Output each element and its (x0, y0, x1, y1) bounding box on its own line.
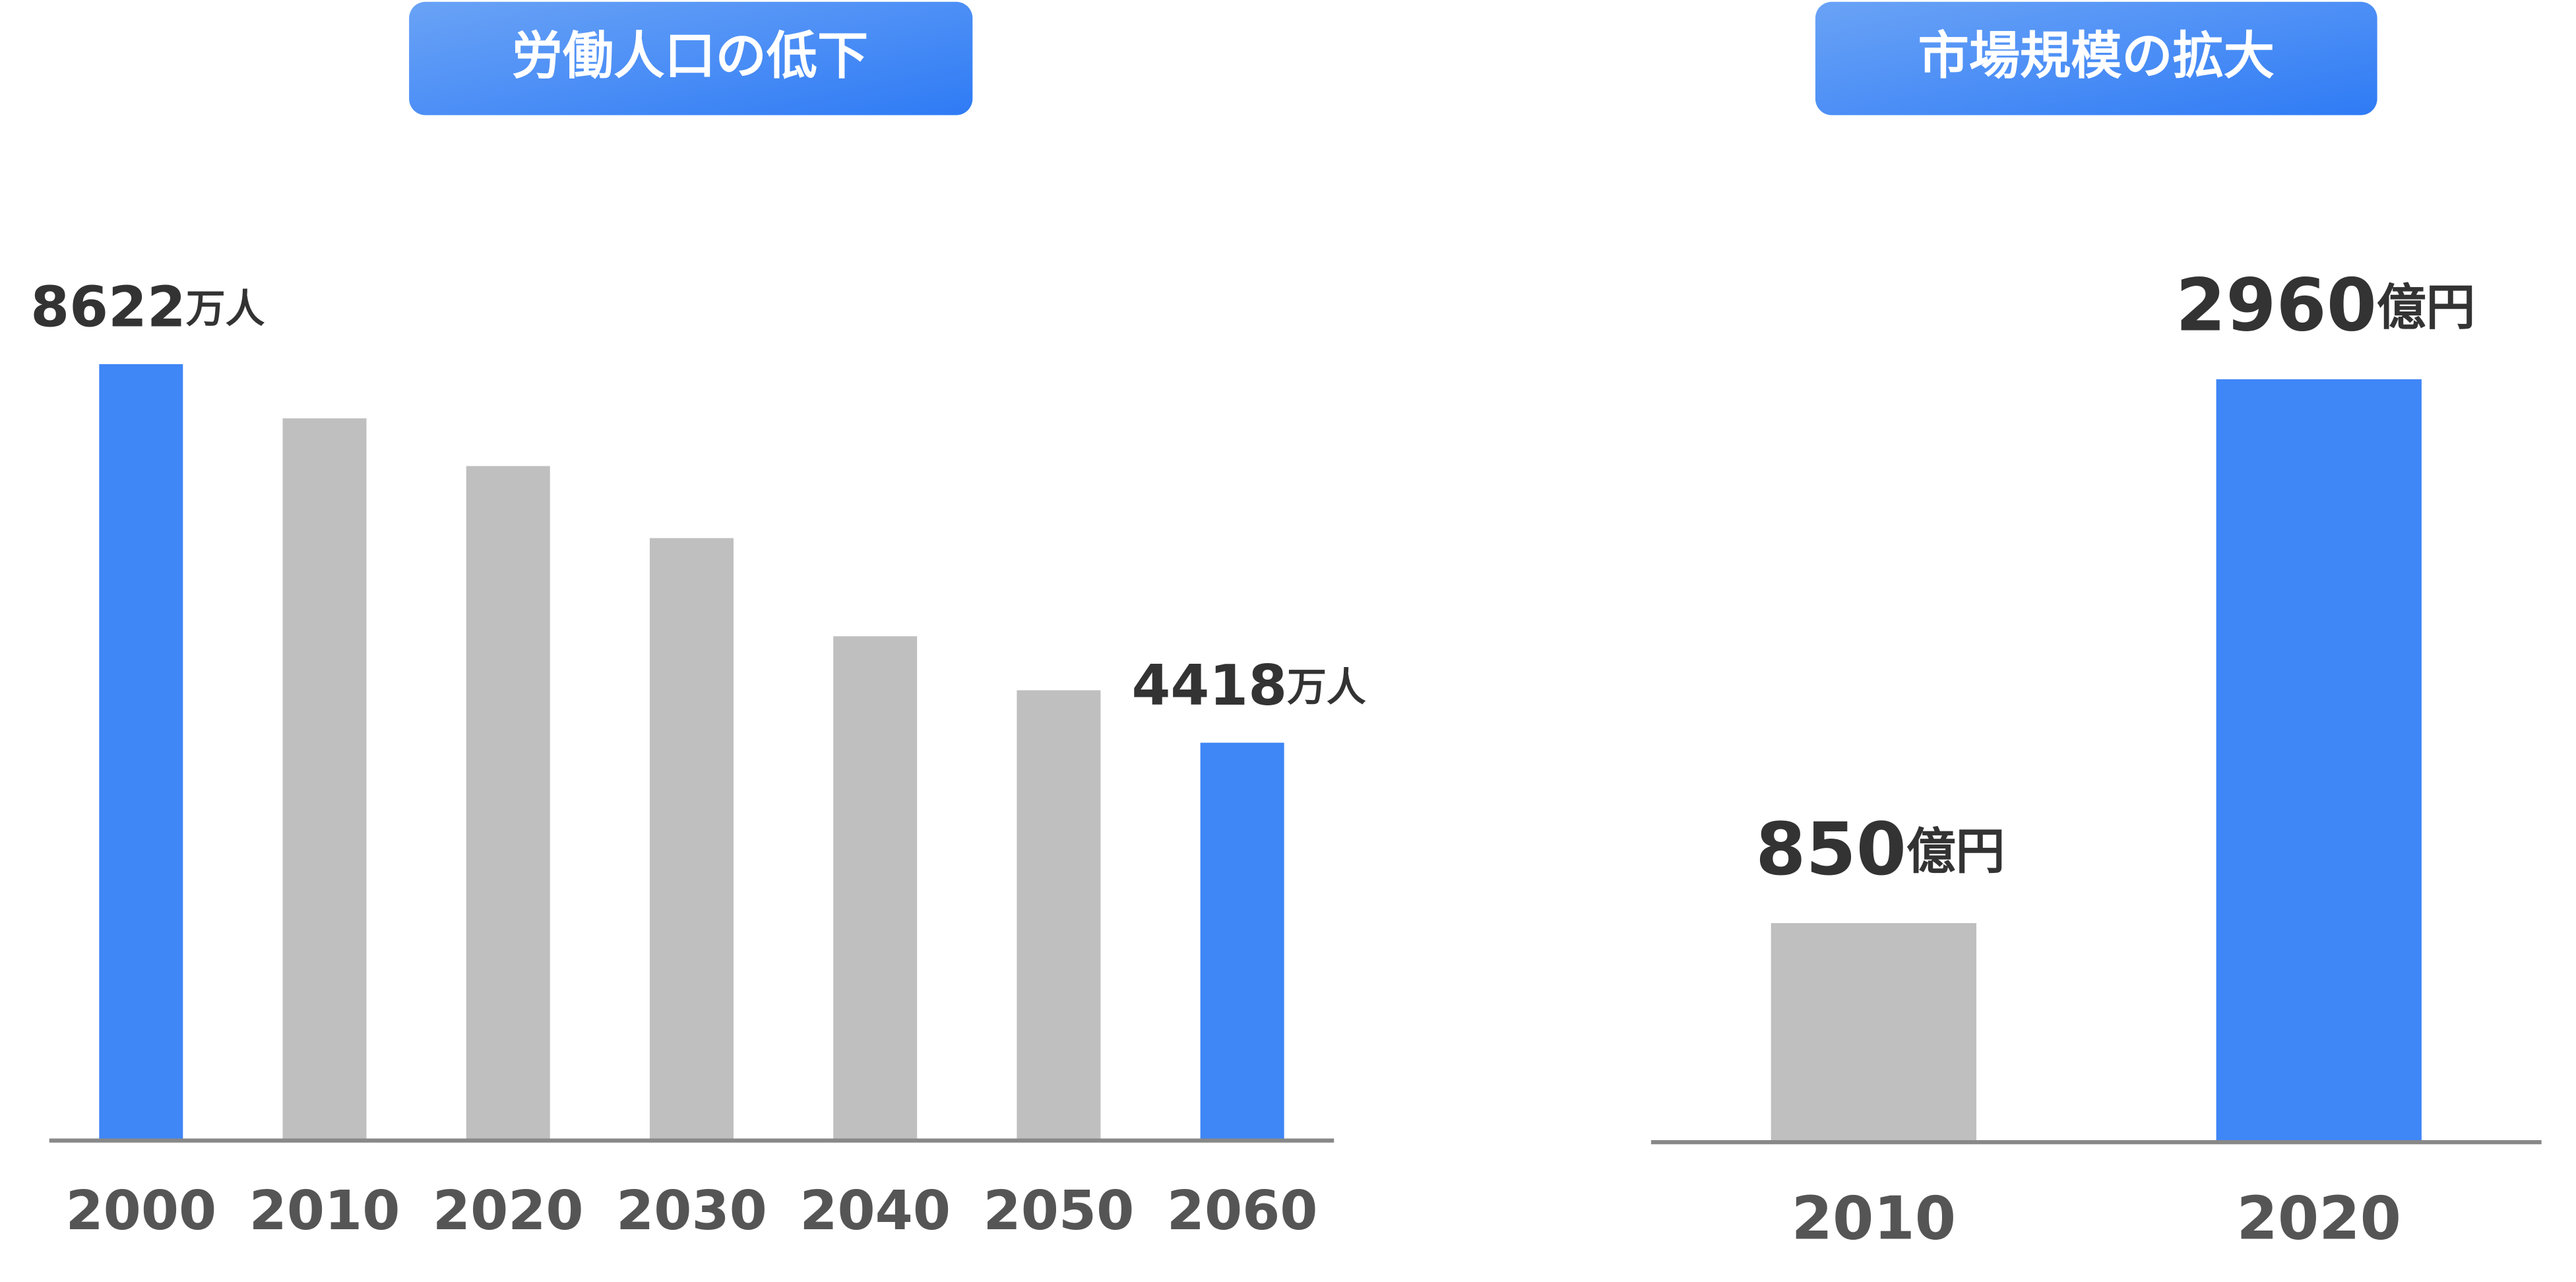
x-tick-label: 2010 (1792, 1185, 1957, 1254)
x-tick-label: 2050 (984, 1180, 1135, 1242)
value-label: 4418万人 (1132, 653, 1366, 719)
bar (2216, 379, 2422, 1143)
bar (1771, 923, 1976, 1143)
value-label: 850億円 (1755, 807, 2005, 891)
value-label: 2960億円 (2176, 263, 2475, 347)
x-tick-label: 2010 (249, 1180, 400, 1242)
x-tick-label: 2040 (800, 1180, 951, 1242)
bar (99, 364, 183, 1141)
x-tick-label: 2000 (65, 1180, 216, 1242)
bar (833, 636, 918, 1141)
bar (1017, 690, 1101, 1141)
bar (282, 418, 367, 1141)
bar (649, 538, 734, 1141)
title-badge (1815, 1, 2377, 115)
x-tick-label: 2030 (616, 1180, 767, 1242)
x-tick-label: 2060 (1167, 1180, 1318, 1242)
chart-title: 労働人口の低下 (512, 26, 868, 86)
chart-title: 市場規模の拡大 (1918, 26, 2275, 86)
value-label: 8622万人 (30, 274, 265, 340)
x-tick-label: 2020 (2236, 1185, 2401, 1254)
title-badge (409, 1, 973, 115)
x-tick-label: 2020 (433, 1180, 584, 1242)
bar (466, 466, 550, 1141)
bar (1200, 742, 1284, 1141)
